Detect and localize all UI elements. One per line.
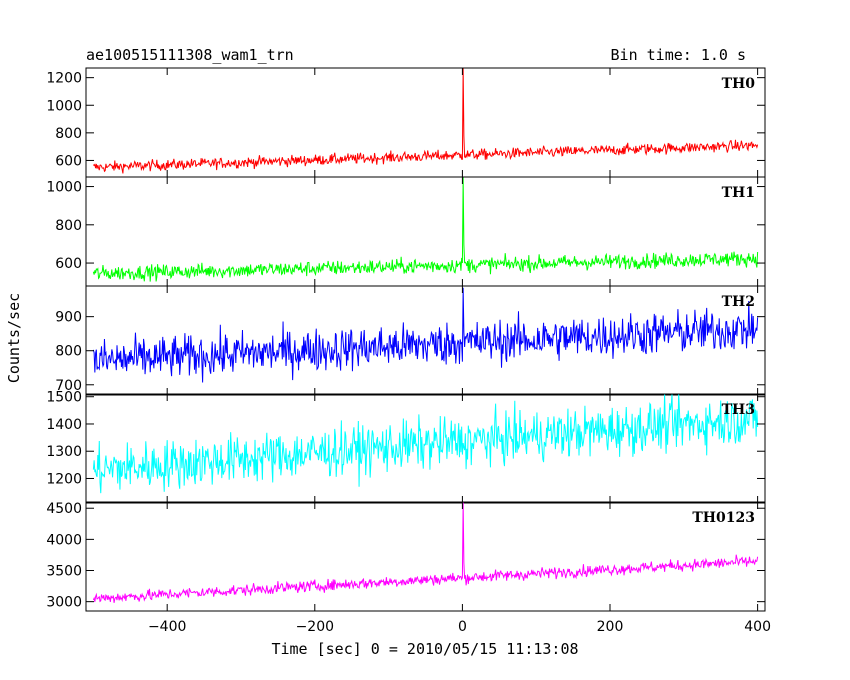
panel-th1: 600 800 1000 TH1 bbox=[46, 176, 766, 287]
y-tick-label: 1300 bbox=[46, 444, 82, 460]
x-tick-label: 200 bbox=[597, 619, 624, 635]
x-axis: −400 −200 0 200 400 bbox=[148, 619, 771, 635]
y-tick-label: 600 bbox=[55, 153, 82, 169]
series-line-th3 bbox=[92, 394, 759, 494]
chart-title: ae100515111308_wam1_trn bbox=[86, 46, 294, 64]
series-line-th0123 bbox=[92, 502, 759, 603]
panel-th0: 600 800 1000 1200 TH0 bbox=[46, 67, 766, 178]
y-tick-label: 900 bbox=[55, 310, 82, 326]
y-tick-label: 800 bbox=[55, 126, 82, 142]
bin-time-label: Bin time: 1.0 s bbox=[611, 46, 746, 64]
y-tick-label: 800 bbox=[55, 218, 82, 234]
x-axis-label: Time [sec] 0 = 2010/05/15 11:13:08 bbox=[271, 640, 578, 658]
panel-label-th1: TH1 bbox=[722, 185, 755, 201]
x-tick-label: 400 bbox=[744, 619, 771, 635]
y-tick-label: 1000 bbox=[46, 98, 82, 114]
y-tick-label: 4000 bbox=[46, 532, 82, 548]
series-line-th0 bbox=[93, 68, 759, 174]
panel-th2: 700 800 900 TH2 bbox=[55, 285, 766, 396]
x-tick-label: −200 bbox=[296, 619, 334, 635]
x-tick-label: −400 bbox=[148, 619, 186, 635]
y-tick-label: 1500 bbox=[46, 390, 82, 406]
panel-label-th0: TH0 bbox=[722, 76, 756, 92]
x-tick-label: 0 bbox=[458, 619, 467, 635]
panel-label-th0123: TH0123 bbox=[692, 510, 755, 526]
series-line-th2 bbox=[92, 287, 759, 383]
y-tick-label: 3500 bbox=[46, 564, 82, 580]
panel-label-th3: TH3 bbox=[722, 402, 755, 418]
panel-label-th2: TH2 bbox=[722, 294, 755, 310]
panel-frame bbox=[85, 67, 766, 178]
y-tick-label: 1200 bbox=[46, 71, 82, 87]
y-tick-label: 3000 bbox=[46, 595, 82, 611]
panel-frame bbox=[85, 285, 766, 396]
y-tick-label: 600 bbox=[55, 256, 82, 272]
panel-frame bbox=[85, 176, 766, 287]
y-axis-label: Counts/sec bbox=[5, 293, 23, 383]
panel-frame bbox=[85, 393, 766, 504]
y-tick-label: 1200 bbox=[46, 471, 82, 487]
y-tick-label: 700 bbox=[55, 378, 82, 394]
y-tick-label: 1000 bbox=[46, 180, 82, 196]
y-tick-label: 1400 bbox=[46, 417, 82, 433]
panel-th0123: 3000 3500 4000 4500 TH0123 bbox=[46, 501, 766, 612]
panels-group: 600 800 1000 1200 TH0 600 800 1000 TH1 700 800 900 T… bbox=[46, 67, 766, 612]
series-line-th1 bbox=[92, 177, 759, 282]
y-tick-label: 800 bbox=[55, 344, 82, 360]
panel-frame bbox=[85, 501, 766, 612]
y-tick-label: 4500 bbox=[46, 501, 82, 517]
panel-th3: 1200 1300 1400 1500 TH3 bbox=[46, 390, 766, 504]
